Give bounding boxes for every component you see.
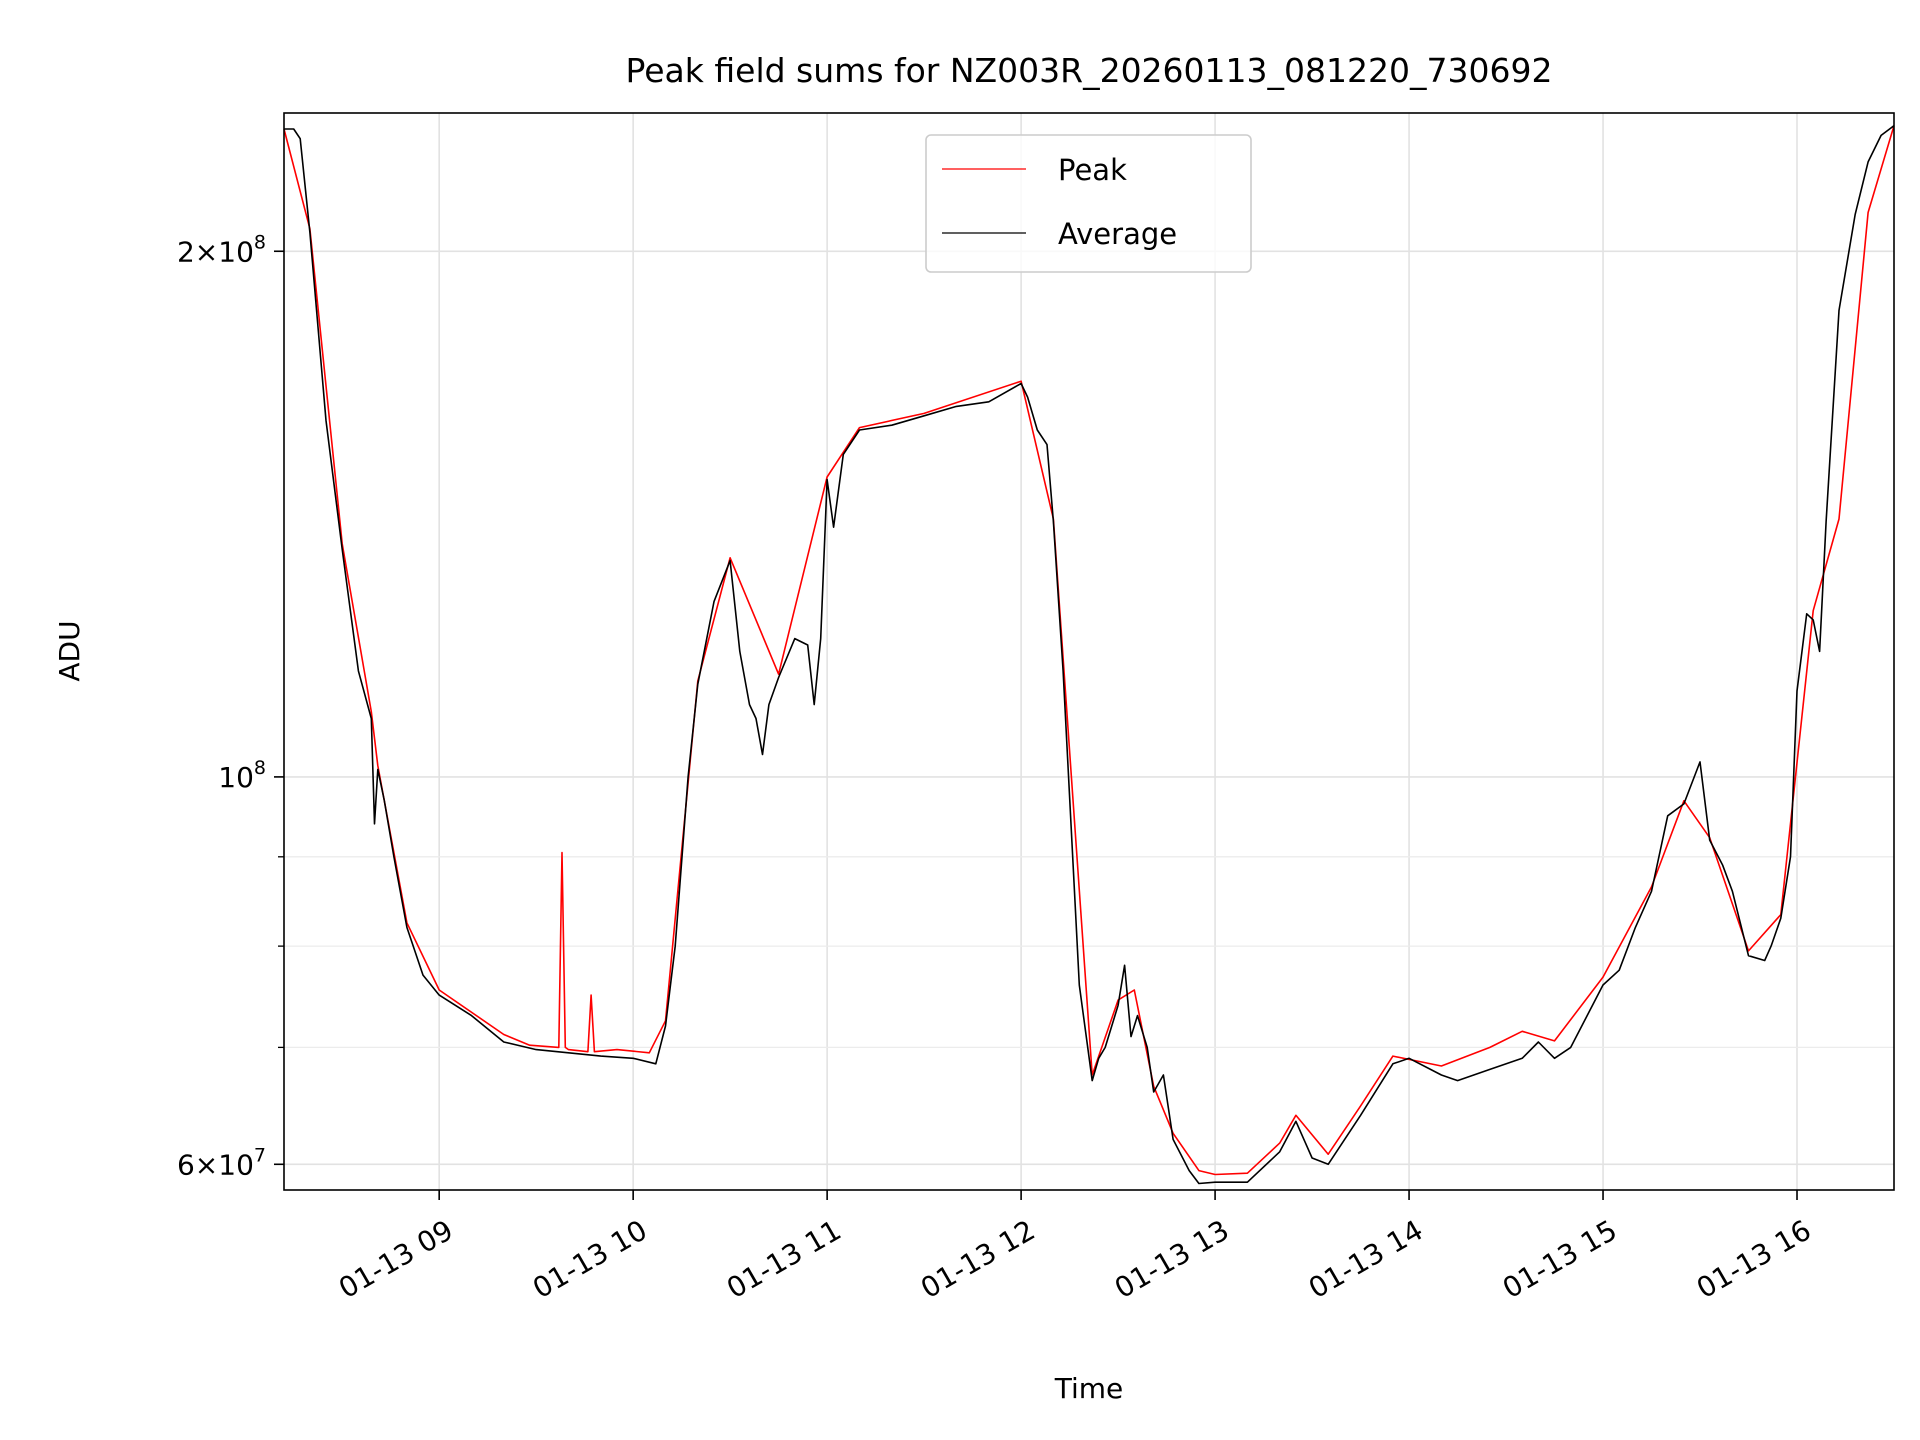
y-axis-label: ADU (53, 620, 86, 681)
series-line-average (284, 125, 1895, 1185)
series-layer (283, 125, 1895, 1185)
y-tick-label: 6×107 (177, 1144, 266, 1181)
series-line-peak (283, 125, 1895, 1176)
plot-frame (283, 112, 1895, 1191)
y-tick-label: 2×108 (177, 231, 266, 268)
legend-label-average: Average (1058, 217, 1177, 251)
legend-label-peak: Peak (1058, 153, 1127, 187)
x-axis-label: Time (1054, 1372, 1124, 1405)
legend: Peak Average (925, 134, 1252, 273)
chart-title: Peak field sums for NZ003R_20260113_0812… (626, 51, 1553, 90)
y-tick-label: 108 (218, 757, 266, 794)
